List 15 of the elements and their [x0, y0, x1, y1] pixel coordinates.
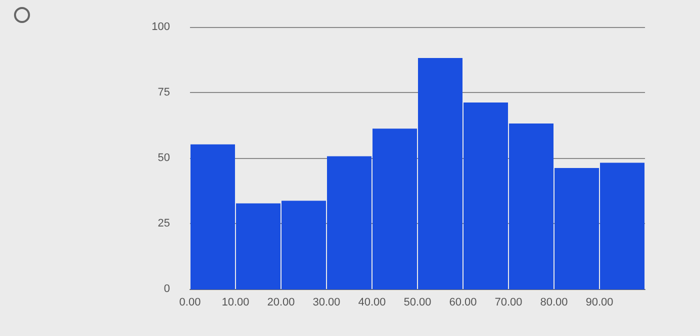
x-tick-label: 50.00 — [404, 296, 432, 308]
x-tick-label: 90.00 — [586, 296, 614, 308]
x-tick-label: 70.00 — [494, 296, 522, 308]
x-tick-label: 80.00 — [540, 296, 568, 308]
y-tick-label: 0 — [164, 283, 170, 295]
y-tick-label: 25 — [158, 218, 170, 230]
x-tick-label: 40.00 — [358, 296, 386, 308]
x-tick-label: 20.00 — [267, 296, 295, 308]
x-tick-label: 10.00 — [222, 296, 250, 308]
y-tick-label: 75 — [158, 86, 170, 98]
x-tick-label: 60.00 — [449, 296, 477, 308]
y-tick-label: 100 — [152, 21, 170, 33]
x-tick-label: 0.00 — [179, 296, 201, 308]
x-tick-label: 30.00 — [312, 296, 340, 308]
y-tick-label: 50 — [158, 152, 170, 164]
